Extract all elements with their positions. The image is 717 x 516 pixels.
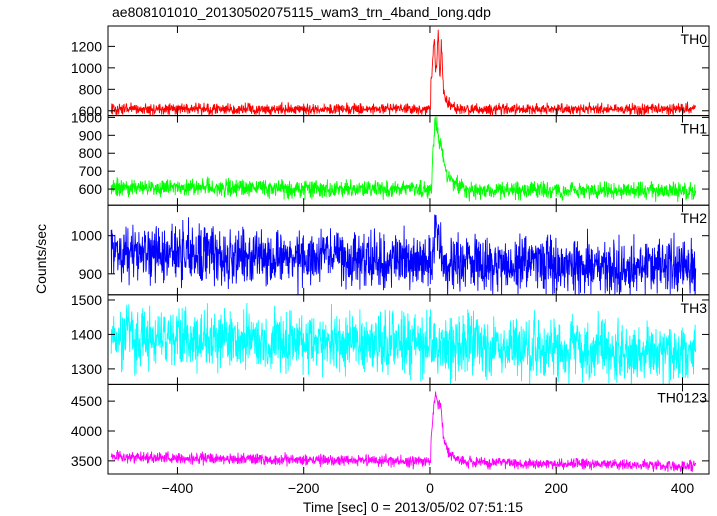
y-tick-label: 4500 [71, 393, 102, 409]
y-tick-label: 1200 [71, 38, 102, 54]
series-line-th0123 [110, 391, 697, 472]
panel-label: TH3 [681, 300, 708, 316]
x-tick-label: 400 [671, 480, 695, 496]
y-axis-label: Counts/sec [33, 224, 49, 294]
y-tick-label: 1000 [71, 228, 102, 244]
y-tick-label: 3500 [71, 453, 102, 469]
panel-th2: 900 1000 TH2 [71, 204, 710, 296]
series-line-th1 [110, 116, 697, 203]
y-tick-label: 1300 [71, 361, 102, 377]
x-axis-label: Time [sec] 0 = 2013/05/02 07:51:15 [303, 499, 523, 515]
chart-panels: 600 800 1000 1200 TH0 600 700 800 900 1000 TH1 900 1… [71, 25, 710, 475]
panel-frame [107, 383, 710, 475]
x-axis-tick-labels: −400 −200 0 200 400 [162, 480, 695, 496]
y-tick-label: 800 [79, 81, 103, 97]
y-tick-label: 900 [79, 266, 103, 282]
y-tick-label: 1400 [71, 326, 102, 342]
panel-th1: 600 700 800 900 1000 TH1 [71, 109, 710, 206]
x-tick-label: 200 [545, 480, 569, 496]
y-tick-label: 900 [79, 127, 103, 143]
y-tick-label: 800 [79, 145, 103, 161]
chart-title: ae808101010_20130502075115_wam3_trn_4ban… [112, 4, 491, 20]
panel-th3: 1300 1400 1500 TH3 [71, 292, 710, 385]
x-tick-label: −400 [162, 480, 194, 496]
series-line-th2 [110, 214, 697, 295]
x-tick-label: 0 [426, 480, 434, 496]
y-tick-label: 600 [79, 103, 103, 119]
series-line-th0 [110, 29, 697, 116]
panel-label: TH0 [681, 31, 708, 47]
panel-label: TH1 [681, 121, 708, 137]
panel-th0123: 3500 4000 4500 TH0123 [71, 383, 710, 475]
panel-frame [107, 25, 710, 117]
panel-label: TH0123 [657, 389, 707, 405]
series-line-th3 [110, 302, 697, 385]
y-tick-label: 600 [79, 181, 103, 197]
x-tick-label: −200 [288, 480, 320, 496]
y-tick-label: 1500 [71, 292, 102, 308]
panel-label: TH2 [681, 210, 708, 226]
y-tick-label: 1000 [71, 60, 102, 76]
panel-th0: 600 800 1000 1200 TH0 [71, 25, 710, 119]
y-tick-label: 4000 [71, 423, 102, 439]
y-tick-label: 1000 [71, 109, 102, 125]
y-tick-label: 700 [79, 163, 103, 179]
